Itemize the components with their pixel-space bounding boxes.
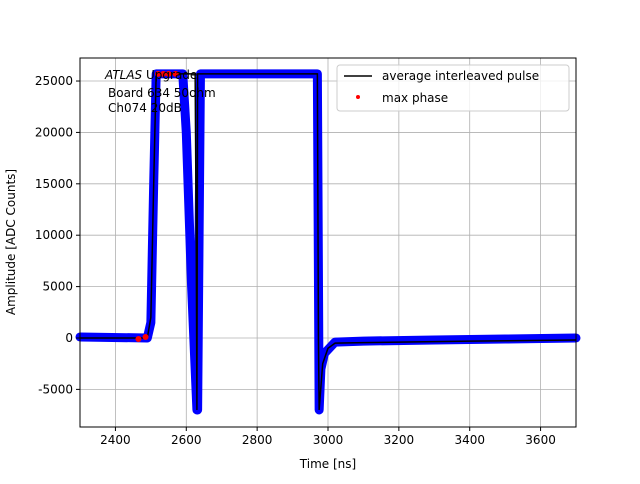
y-tick-label: 10000 xyxy=(35,228,73,242)
max-phase-point xyxy=(172,70,179,77)
max-phase-point xyxy=(142,333,149,340)
x-tick-label: 2600 xyxy=(171,433,202,447)
annotation-line3: Ch074 20dB xyxy=(108,101,182,115)
legend: average interleaved pulse max phase xyxy=(336,64,570,112)
y-tick-label: -5000 xyxy=(38,382,73,396)
max-phase-point xyxy=(154,70,161,77)
y-axis-label: Amplitude [ADC Counts] xyxy=(4,169,18,315)
y-tick-label: 15000 xyxy=(35,177,73,191)
x-tick-label: 3400 xyxy=(454,433,485,447)
y-tick-label: 20000 xyxy=(35,125,73,139)
x-tick-label: 3600 xyxy=(525,433,556,447)
x-tick-label: 3000 xyxy=(313,433,344,447)
y-tick-label: 5000 xyxy=(42,280,73,294)
max-phase-point xyxy=(135,336,142,343)
y-tick-label: 0 xyxy=(65,331,73,345)
legend-max-phase: max phase xyxy=(382,91,448,105)
max-phase-point xyxy=(165,70,172,77)
legend-average: average interleaved pulse xyxy=(382,69,539,83)
annotation-line2: Board 634 50ohm xyxy=(108,86,216,100)
legend-box xyxy=(336,64,570,112)
annotation-line1: ATLAS Upgrade xyxy=(104,68,197,82)
x-axis-label: Time [ns] xyxy=(299,457,356,471)
x-tick-label: 3200 xyxy=(384,433,415,447)
x-tick-label: 2800 xyxy=(242,433,273,447)
legend-marker-swatch xyxy=(356,95,360,99)
y-tick-label: 25000 xyxy=(35,74,73,88)
x-tick-label: 2400 xyxy=(100,433,131,447)
average-pulse-line xyxy=(80,73,577,410)
max-phase-point xyxy=(160,70,167,77)
